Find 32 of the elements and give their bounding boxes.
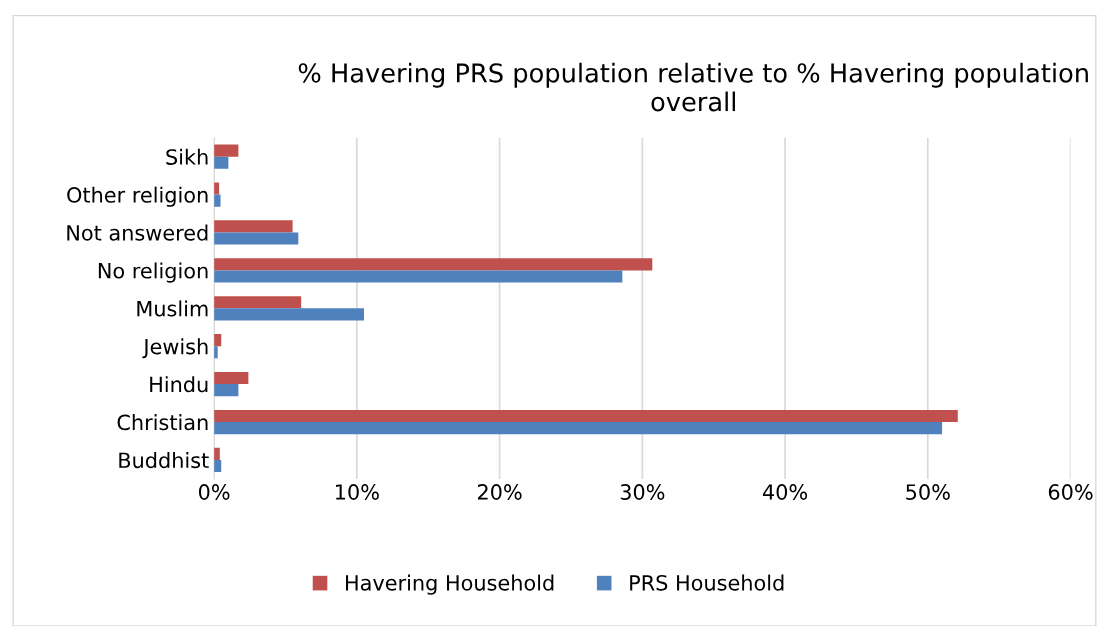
bar (214, 144, 239, 157)
y-tick-label: Sikh (166, 148, 208, 165)
x-tick-label: 30% (620, 484, 665, 500)
chart-title: % Havering PRS population relative to % Havering population overall (298, 62, 1088, 112)
bar (214, 232, 299, 245)
bar (214, 371, 249, 385)
bar (214, 308, 364, 321)
bar (214, 296, 302, 309)
y-tick-label: Muslim (137, 300, 208, 317)
bar (214, 156, 229, 169)
bar (214, 384, 239, 397)
x-tick-label: 40% (762, 484, 808, 500)
x-tick-label: 20% (477, 484, 522, 500)
bar (214, 258, 653, 271)
legend-label: PRS Household (630, 574, 784, 591)
bar (214, 194, 221, 207)
bar (214, 409, 958, 423)
y-tick-label: Buddhist (119, 452, 209, 469)
y-tick-label: Hindu (150, 376, 208, 393)
x-tick-label: 50% (906, 484, 950, 500)
y-tick-label: Jewish (142, 338, 208, 359)
y-tick-label: Other religion (67, 186, 208, 207)
bar (214, 220, 293, 233)
legend-label: Havering Household (346, 574, 554, 595)
y-tick-label: Christian (117, 414, 208, 431)
x-tick-label: 60% (1048, 484, 1093, 500)
x-tick-label: 0% (198, 484, 230, 500)
y-tick-label: Not answered (67, 224, 208, 241)
bar (214, 422, 943, 435)
y-tick-label: No religion (98, 262, 208, 283)
x-tick-label: 10% (335, 484, 379, 500)
bar (214, 270, 623, 283)
